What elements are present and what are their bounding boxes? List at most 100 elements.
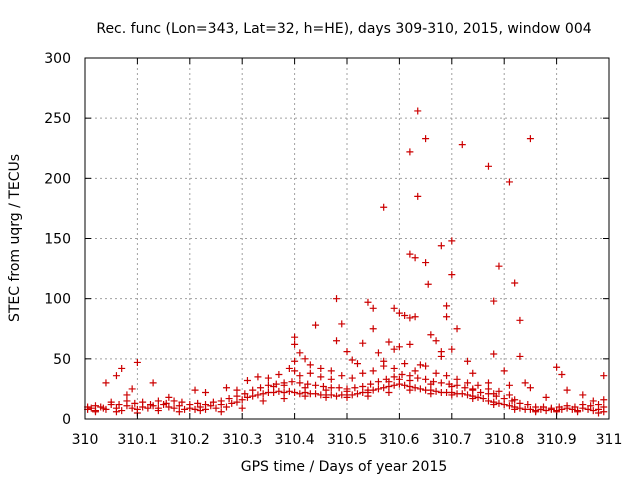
data-point: [264, 381, 272, 389]
data-point: [448, 391, 456, 399]
data-point: [112, 408, 120, 416]
data-point: [149, 379, 157, 387]
x-tick-label: 310.4: [275, 432, 315, 448]
data-point: [443, 372, 451, 380]
y-tick-label: 100: [44, 292, 71, 308]
data-point: [422, 135, 430, 143]
data-point: [112, 372, 120, 380]
data-point: [301, 384, 309, 392]
data-point: [540, 403, 547, 411]
data-point: [571, 403, 579, 411]
data-point: [500, 401, 508, 409]
data-point: [422, 362, 430, 370]
data-point: [317, 373, 325, 381]
y-tick-label: 200: [44, 171, 71, 187]
data-point: [306, 361, 314, 369]
data-point: [291, 340, 299, 348]
data-point: [427, 331, 435, 339]
data-point: [505, 178, 513, 186]
data-point: [406, 386, 414, 394]
data-point: [555, 403, 563, 411]
data-point: [254, 391, 262, 399]
data-point: [600, 403, 608, 411]
data-point: [296, 372, 304, 380]
data-point: [589, 407, 597, 415]
data-point: [128, 385, 136, 393]
data-point: [99, 404, 107, 412]
data-point: [264, 374, 272, 382]
y-tick-label: 300: [44, 51, 71, 67]
data-point: [579, 401, 587, 409]
data-point: [526, 405, 534, 413]
data-point: [107, 398, 115, 406]
data-point: [579, 391, 587, 399]
data-point: [194, 399, 202, 407]
data-point: [178, 398, 186, 406]
x-tick-label: 311: [596, 432, 623, 448]
data-point: [432, 337, 440, 345]
data-point: [448, 271, 456, 279]
data-point: [427, 380, 435, 388]
data-point: [437, 242, 445, 250]
data-point: [432, 369, 440, 377]
data-point: [212, 404, 220, 412]
data-point: [165, 393, 173, 401]
data-point: [380, 203, 388, 211]
data-point: [374, 349, 382, 357]
data-point: [123, 397, 131, 405]
data-point: [191, 386, 199, 394]
data-point: [574, 408, 582, 416]
data-point: [364, 392, 372, 400]
data-point: [291, 333, 299, 341]
data-point: [133, 358, 141, 366]
data-point: [87, 404, 95, 412]
data-point: [532, 408, 540, 416]
data-point: [338, 372, 346, 380]
data-point: [364, 298, 372, 306]
y-tick-label: 150: [44, 232, 71, 248]
data-point: [490, 350, 498, 358]
data-point: [432, 387, 440, 395]
data-point: [257, 384, 265, 392]
data-point: [595, 401, 603, 409]
data-point: [139, 398, 147, 406]
data-point: [288, 378, 296, 386]
data-point: [464, 391, 472, 399]
data-point: [327, 391, 335, 399]
data-point: [291, 357, 299, 365]
data-point: [411, 313, 419, 321]
data-point: [118, 364, 126, 372]
x-tick-label: 310: [72, 432, 99, 448]
data-point: [563, 386, 571, 394]
grid: [85, 58, 609, 419]
data-point: [270, 383, 278, 391]
data-point: [359, 339, 367, 347]
data-point: [170, 397, 178, 405]
data-point: [490, 390, 498, 398]
data-point: [280, 395, 288, 403]
data-point: [228, 399, 236, 407]
data-point: [322, 386, 330, 394]
data-point: [516, 316, 524, 324]
data-point: [154, 397, 162, 405]
data-point: [259, 390, 267, 398]
data-point: [443, 313, 451, 321]
data-point: [469, 395, 477, 403]
data-point: [165, 403, 173, 411]
data-point: [335, 384, 343, 392]
data-point: [401, 381, 409, 389]
data-point: [500, 367, 508, 375]
data-point: [448, 345, 456, 353]
data-point: [115, 401, 123, 409]
data-point: [369, 367, 377, 375]
data-point: [406, 376, 414, 384]
data-point: [304, 380, 312, 388]
data-point: [406, 340, 414, 348]
data-point: [280, 381, 288, 389]
data-point: [359, 383, 367, 391]
data-point: [380, 384, 388, 392]
data-point: [401, 360, 409, 368]
data-point: [296, 379, 304, 387]
